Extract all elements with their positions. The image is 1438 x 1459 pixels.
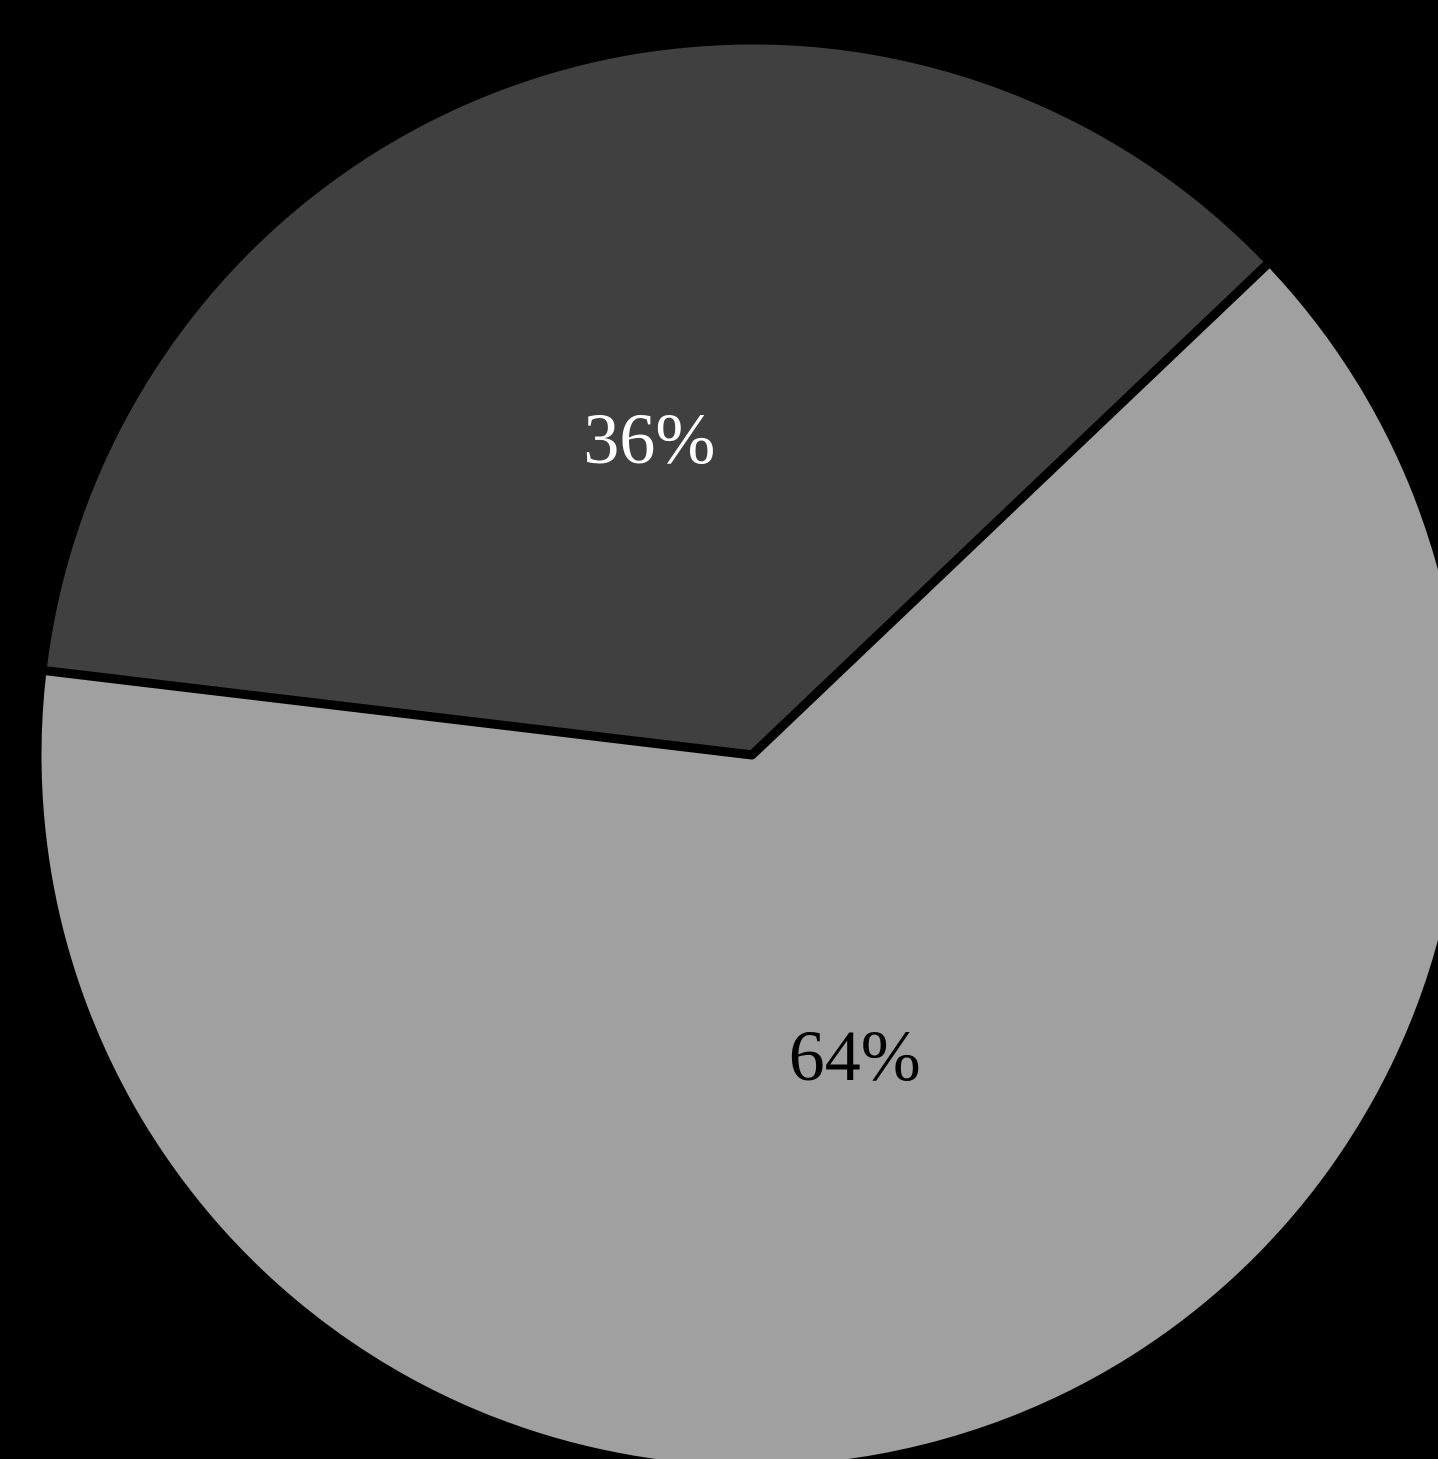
pie-slices bbox=[32, 35, 1438, 1459]
pie-slice-label-36: 36% bbox=[583, 399, 715, 479]
pie-slice-36 bbox=[37, 35, 1275, 760]
pie-slice-label-64: 64% bbox=[789, 1016, 921, 1096]
pie-labels: 36% 64% bbox=[583, 399, 920, 1096]
pie-slice-64 bbox=[32, 257, 1438, 1459]
